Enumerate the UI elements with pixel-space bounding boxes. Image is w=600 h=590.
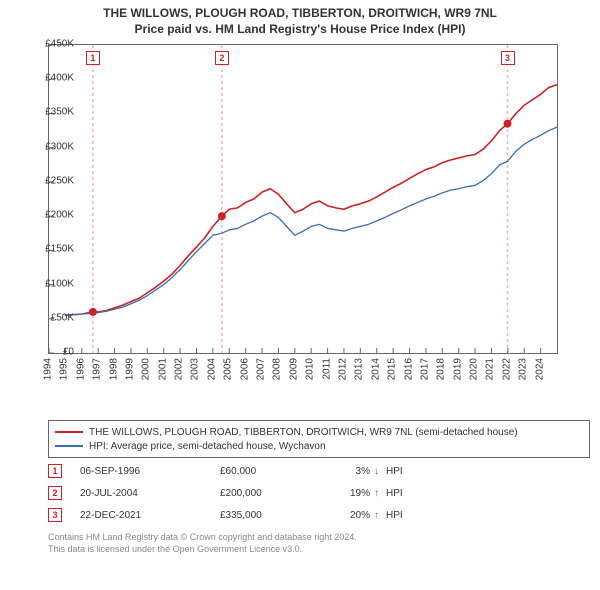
x-tick-label: 2023 xyxy=(518,358,529,380)
y-tick-label: £200K xyxy=(45,210,74,221)
x-tick-label: 2012 xyxy=(337,358,348,380)
x-tick-label: 2019 xyxy=(452,358,463,380)
transaction-marker: 3 xyxy=(48,508,62,522)
transaction-pct: 3% xyxy=(330,466,370,477)
x-tick-label: 2008 xyxy=(272,358,283,380)
y-tick-label: £0 xyxy=(63,347,74,358)
transaction-row: 3 22-DEC-2021£335,00020% ↑HPI xyxy=(48,504,590,526)
event-marker: 3 xyxy=(501,51,515,65)
transaction-marker: 1 xyxy=(48,464,62,478)
y-tick-label: £150K xyxy=(45,244,74,255)
legend-swatch-hpi xyxy=(55,445,83,447)
x-tick-label: 2024 xyxy=(534,358,545,380)
event-marker: 1 xyxy=(86,51,100,65)
x-tick-label: 2000 xyxy=(141,358,152,380)
x-tick-label: 2017 xyxy=(419,358,430,380)
legend-box: THE WILLOWS, PLOUGH ROAD, TIBBERTON, DRO… xyxy=(48,420,590,458)
transaction-row: 1 06-SEP-1996£60,0003% ↓HPI xyxy=(48,460,590,482)
legend-swatch-property xyxy=(55,431,83,433)
y-tick-label: £250K xyxy=(45,175,74,186)
transaction-hpi-label: HPI xyxy=(386,510,416,521)
transaction-date: 20-JUL-2004 xyxy=(80,488,220,499)
x-tick-label: 2006 xyxy=(239,358,250,380)
x-tick-label: 1995 xyxy=(59,358,70,380)
y-tick-label: £100K xyxy=(45,278,74,289)
transaction-price: £60,000 xyxy=(220,466,330,477)
transaction-arrow-icon: ↓ xyxy=(374,466,386,477)
plot-area: 1 2 3 xyxy=(48,44,558,354)
chart-title-block: THE WILLOWS, PLOUGH ROAD, TIBBERTON, DRO… xyxy=(0,0,600,37)
transaction-row: 2 20-JUL-2004£200,00019% ↑HPI xyxy=(48,482,590,504)
x-tick-label: 2004 xyxy=(206,358,217,380)
page-root: THE WILLOWS, PLOUGH ROAD, TIBBERTON, DRO… xyxy=(0,0,600,590)
x-tick-label: 2002 xyxy=(174,358,185,380)
x-tick-label: 1999 xyxy=(124,358,135,380)
x-tick-label: 2005 xyxy=(223,358,234,380)
transaction-hpi-label: HPI xyxy=(386,488,416,499)
x-tick-label: 2010 xyxy=(305,358,316,380)
y-tick-label: £50K xyxy=(51,312,74,323)
chart-title-line2: Price paid vs. HM Land Registry's House … xyxy=(0,22,600,38)
legend-row-property: THE WILLOWS, PLOUGH ROAD, TIBBERTON, DRO… xyxy=(55,425,583,439)
transaction-price: £335,000 xyxy=(220,510,330,521)
event-marker: 2 xyxy=(215,51,229,65)
x-tick-label: 2014 xyxy=(370,358,381,380)
x-tick-label: 2015 xyxy=(387,358,398,380)
x-tick-label: 2013 xyxy=(354,358,365,380)
plot-svg xyxy=(49,45,557,353)
chart-title-line1: THE WILLOWS, PLOUGH ROAD, TIBBERTON, DRO… xyxy=(0,6,600,22)
x-tick-label: 2009 xyxy=(288,358,299,380)
transaction-arrow-icon: ↑ xyxy=(374,510,386,521)
x-tick-label: 1996 xyxy=(75,358,86,380)
transaction-pct: 19% xyxy=(330,488,370,499)
transaction-date: 06-SEP-1996 xyxy=(80,466,220,477)
y-tick-label: £300K xyxy=(45,141,74,152)
x-tick-label: 2001 xyxy=(157,358,168,380)
x-tick-label: 2022 xyxy=(501,358,512,380)
transaction-hpi-label: HPI xyxy=(386,466,416,477)
transaction-arrow-icon: ↑ xyxy=(374,488,386,499)
x-tick-label: 1998 xyxy=(108,358,119,380)
x-tick-label: 2020 xyxy=(469,358,480,380)
x-tick-label: 2011 xyxy=(321,358,332,380)
transaction-date: 22-DEC-2021 xyxy=(80,510,220,521)
x-tick-label: 2007 xyxy=(256,358,267,380)
transaction-pct: 20% xyxy=(330,510,370,521)
x-tick-label: 2018 xyxy=(436,358,447,380)
footer-line2: This data is licensed under the Open Gov… xyxy=(48,544,357,556)
x-tick-label: 2016 xyxy=(403,358,414,380)
y-tick-label: £450K xyxy=(45,39,74,50)
legend-row-hpi: HPI: Average price, semi-detached house,… xyxy=(55,439,583,453)
transaction-price: £200,000 xyxy=(220,488,330,499)
x-tick-label: 1994 xyxy=(43,358,54,380)
transaction-marker: 2 xyxy=(48,486,62,500)
y-tick-label: £400K xyxy=(45,73,74,84)
footer-line1: Contains HM Land Registry data © Crown c… xyxy=(48,532,357,544)
transaction-table: 106-SEP-1996£60,0003%↓HPI220-JUL-2004£20… xyxy=(48,460,590,526)
legend-label-hpi: HPI: Average price, semi-detached house,… xyxy=(89,441,326,452)
plot-wrap: 1 2 3 £0 £50K £100K £150K £200K £250K £300K £350K… xyxy=(48,44,590,384)
x-tick-label: 1997 xyxy=(92,358,103,380)
footer-attribution: Contains HM Land Registry data © Crown c… xyxy=(48,532,357,555)
legend-label-property: THE WILLOWS, PLOUGH ROAD, TIBBERTON, DRO… xyxy=(89,427,518,438)
x-tick-label: 2003 xyxy=(190,358,201,380)
y-tick-label: £350K xyxy=(45,107,74,118)
x-tick-label: 2021 xyxy=(485,358,496,380)
